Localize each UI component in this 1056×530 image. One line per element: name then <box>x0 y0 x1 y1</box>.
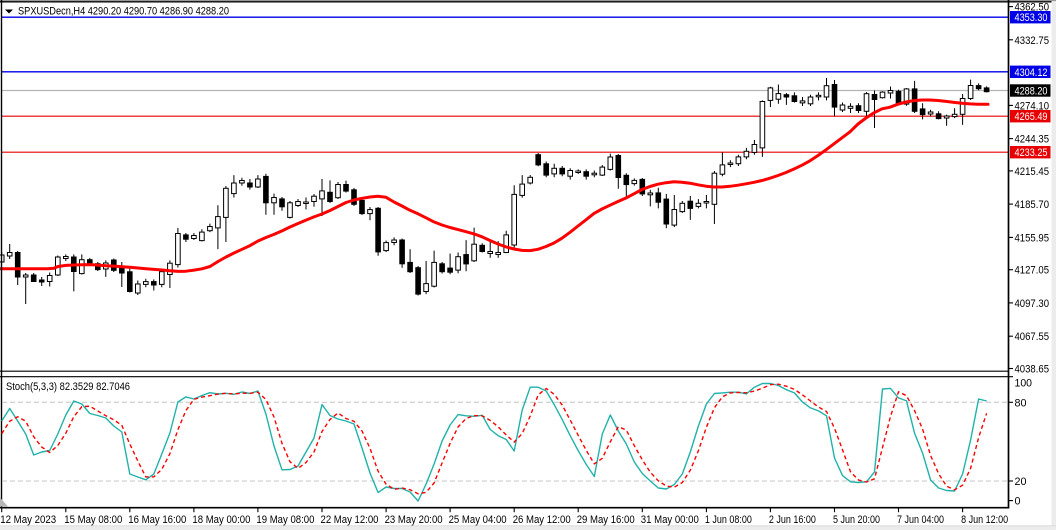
svg-text:4097.30: 4097.30 <box>1015 298 1050 310</box>
svg-text:23 May 20:00: 23 May 20:00 <box>385 514 443 526</box>
svg-text:8 Jun 12:00: 8 Jun 12:00 <box>961 514 1008 526</box>
svg-text:4038.65: 4038.65 <box>1015 364 1050 376</box>
svg-text:Stoch(5,3,3) 82.3529 82.7046: Stoch(5,3,3) 82.3529 82.7046 <box>6 381 130 393</box>
svg-text:15 May 08:00: 15 May 08:00 <box>64 514 122 526</box>
svg-text:4353.30: 4353.30 <box>1015 12 1048 24</box>
svg-text:31 May 00:00: 31 May 00:00 <box>641 514 699 526</box>
svg-text:4215.45: 4215.45 <box>1015 166 1050 178</box>
svg-text:1 Jun 08:00: 1 Jun 08:00 <box>705 514 752 526</box>
svg-text:26 May 12:00: 26 May 12:00 <box>513 514 571 526</box>
svg-text:4185.70: 4185.70 <box>1015 199 1050 211</box>
svg-text:4288.20: 4288.20 <box>1015 86 1048 98</box>
svg-text:2 Jun 16:00: 2 Jun 16:00 <box>769 514 816 526</box>
svg-text:0: 0 <box>1015 496 1021 508</box>
svg-text:4067.55: 4067.55 <box>1015 331 1050 343</box>
svg-text:4362.50: 4362.50 <box>1015 2 1050 14</box>
svg-text:16 May 16:00: 16 May 16:00 <box>128 514 186 526</box>
svg-text:5 Jun 20:00: 5 Jun 20:00 <box>833 514 880 526</box>
svg-text:20: 20 <box>1015 476 1027 488</box>
svg-text:7 Jun 04:00: 7 Jun 04:00 <box>897 514 944 526</box>
svg-text:18 May 00:00: 18 May 00:00 <box>192 514 250 526</box>
svg-text:4304.12: 4304.12 <box>1015 67 1048 79</box>
svg-text:22 May 12:00: 22 May 12:00 <box>321 514 379 526</box>
svg-text:4155.95: 4155.95 <box>1015 232 1050 244</box>
svg-text:4274.10: 4274.10 <box>1015 100 1050 112</box>
svg-text:4127.05: 4127.05 <box>1015 265 1050 277</box>
svg-text:4233.25: 4233.25 <box>1015 147 1048 159</box>
svg-text:80: 80 <box>1015 397 1027 409</box>
svg-text:12 May 2023: 12 May 2023 <box>0 514 56 526</box>
svg-text:29 May 16:00: 29 May 16:00 <box>577 514 635 526</box>
svg-text:100: 100 <box>1015 377 1033 389</box>
svg-text:4244.35: 4244.35 <box>1015 134 1050 146</box>
svg-text:19 May 08:00: 19 May 08:00 <box>256 514 314 526</box>
svg-text:25 May 04:00: 25 May 04:00 <box>449 514 507 526</box>
svg-text:SPXUSDecn,H4 4290.20 4290.70: SPXUSDecn,H4 4290.20 4290.70 4286.90 428… <box>18 6 229 18</box>
svg-text:4265.49: 4265.49 <box>1015 111 1048 123</box>
svg-text:4332.75: 4332.75 <box>1015 35 1050 47</box>
